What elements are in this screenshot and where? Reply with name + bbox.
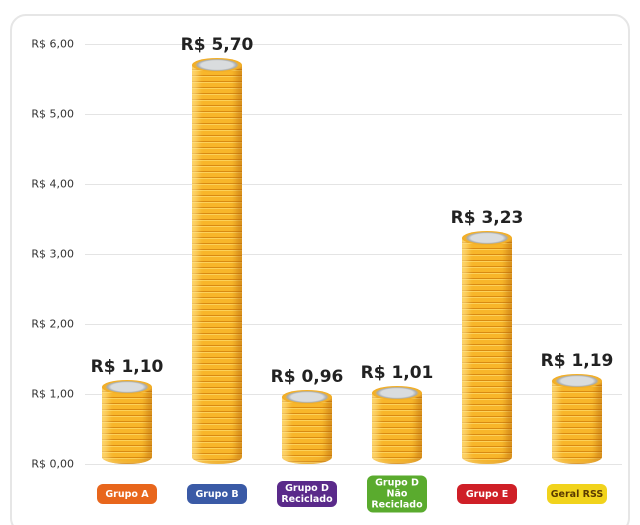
- y-tick-label: R$ 0,00: [4, 458, 74, 471]
- y-tick-label: R$ 3,00: [4, 248, 74, 261]
- category-label: Grupo B: [187, 484, 247, 504]
- y-tick-label: R$ 2,00: [4, 318, 74, 331]
- coin-top: [282, 390, 332, 404]
- coin-top: [372, 386, 422, 400]
- value-label: R$ 0,96: [262, 367, 352, 387]
- value-label: R$ 5,70: [172, 35, 262, 55]
- y-tick-label: R$ 1,00: [4, 388, 74, 401]
- grid-line: [85, 44, 622, 45]
- page: R$ 0,00 R$ 1,00 R$ 2,00 R$ 3,00 R$ 4,00 R$ 5,…: [0, 0, 640, 525]
- grid-line: [85, 324, 622, 325]
- bar: [102, 387, 152, 464]
- bar: [192, 65, 242, 464]
- grid-line: [85, 464, 622, 465]
- grid-line: [85, 114, 622, 115]
- grid-line: [85, 184, 622, 185]
- value-label: R$ 1,10: [82, 357, 172, 377]
- y-tick-label: R$ 4,00: [4, 178, 74, 191]
- grid-line: [85, 254, 622, 255]
- value-label: R$ 1,01: [352, 363, 442, 383]
- bar: [552, 381, 602, 464]
- bar: [372, 393, 422, 464]
- category-label: Grupo D Não Reciclado: [367, 476, 427, 513]
- coin-top: [552, 374, 602, 388]
- grid-line: [85, 394, 622, 395]
- bar: [282, 397, 332, 464]
- y-tick-label: R$ 5,00: [4, 108, 74, 121]
- bar: [462, 238, 512, 464]
- y-tick-label: R$ 6,00: [4, 38, 74, 51]
- coin-top: [462, 231, 512, 245]
- coin-top: [102, 380, 152, 394]
- value-label: R$ 1,19: [532, 351, 622, 371]
- category-label: Grupo D Reciclado: [277, 481, 337, 507]
- category-label: Geral RSS: [547, 484, 607, 504]
- value-label: R$ 3,23: [442, 208, 532, 228]
- coin-top: [192, 58, 242, 72]
- category-label: Grupo E: [457, 484, 517, 504]
- category-label: Grupo A: [97, 484, 157, 504]
